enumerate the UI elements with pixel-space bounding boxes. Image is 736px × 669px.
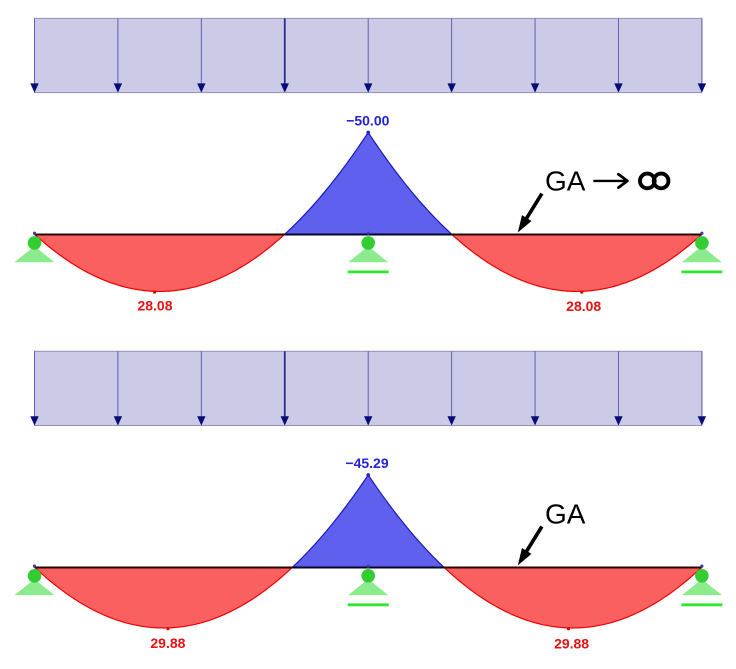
svg-text:−50.00: −50.00 [346, 112, 389, 128]
svg-text:28.08: 28.08 [137, 297, 172, 313]
svg-text:−45.29: −45.29 [345, 455, 388, 471]
svg-text:GA: GA [545, 499, 586, 530]
svg-text:29.88: 29.88 [150, 635, 185, 651]
svg-text:GA: GA [545, 166, 586, 197]
svg-text:28.08: 28.08 [566, 298, 601, 314]
svg-text:29.88: 29.88 [554, 635, 589, 651]
